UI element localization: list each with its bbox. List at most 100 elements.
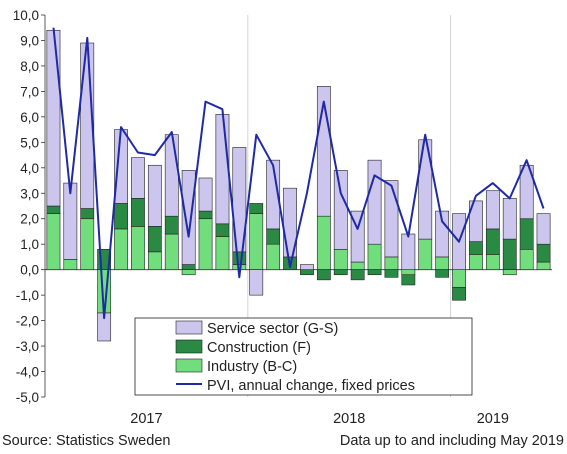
y-tick-label-10: 5,0	[20, 135, 39, 150]
bar-service-29	[536, 213, 551, 245]
y-tick-label-14: 9,0	[20, 33, 39, 48]
bar-industry-21	[401, 269, 416, 276]
bar-service-27	[502, 198, 517, 240]
bar-industry-12	[249, 213, 264, 270]
bar-construction-21	[401, 274, 416, 286]
x-year-label-2017: 2017	[130, 411, 162, 427]
bar-service-19	[367, 159, 382, 245]
data-range-note: Data up to and including May 2019	[339, 433, 564, 449]
bar-construction-27	[502, 238, 517, 270]
bar-service-23	[435, 210, 450, 258]
bar-industry-26	[485, 254, 500, 270]
y-tick-label-15: 10,0	[13, 8, 39, 23]
bar-construction-29	[536, 243, 551, 263]
bar-service-28	[519, 164, 534, 220]
y-tick-label-4: -1,0	[16, 288, 39, 303]
bar-construction-28	[519, 218, 534, 250]
bar-industry-2	[80, 218, 95, 270]
bar-service-6	[147, 164, 162, 227]
bar-service-11	[232, 147, 247, 253]
y-tick-label-7: 2,0	[20, 212, 39, 227]
bar-construction-12	[249, 203, 264, 214]
bar-industry-18	[350, 261, 365, 270]
bar-industry-24	[452, 269, 466, 288]
bar-service-26	[485, 190, 500, 230]
bar-industry-0	[46, 213, 61, 270]
bar-industry-4	[114, 228, 128, 270]
bar-service-7	[164, 134, 179, 217]
bar-service-21	[401, 233, 416, 270]
legend-swatch-industry	[175, 358, 203, 373]
bar-construction-8	[181, 264, 196, 270]
bar-industry-6	[147, 251, 162, 270]
bar-industry-16	[316, 215, 331, 270]
bar-service-0	[46, 29, 61, 207]
bar-construction-0	[46, 205, 61, 214]
bar-construction-25	[469, 241, 483, 255]
pvi-stacked-bar-chart: -5,0 -4,0 -3,0 -2,0 -1,0 0,0 1,0 2,0 3,0 4,0 5,0 6,…	[13, 8, 552, 427]
x-year-label-2019: 2019	[477, 411, 509, 427]
bar-service-15	[300, 264, 314, 270]
legend-swatch-service	[175, 320, 203, 335]
bar-construction-16	[316, 269, 331, 281]
bar-construction-19	[367, 269, 382, 276]
bar-service-20	[384, 180, 399, 258]
bar-construction-13	[266, 228, 281, 245]
bar-service-4	[114, 129, 128, 204]
y-tick-label-5: 0,0	[20, 263, 39, 278]
bar-construction-5	[131, 198, 145, 227]
bar-industry-5	[131, 226, 145, 270]
bars-layer	[46, 29, 551, 342]
axis-layer: -5,0 -4,0 -3,0 -2,0 -1,0 0,0 1,0 2,0 3,0 4,0 5,0 6,…	[13, 8, 552, 427]
legend-label-pvi: PVI, annual change, fixed prices	[207, 378, 415, 394]
bar-construction-11	[232, 251, 247, 265]
bar-industry-23	[435, 256, 450, 270]
x-year-label-2018: 2018	[333, 411, 365, 427]
bar-industry-28	[519, 248, 534, 270]
bar-service-17	[333, 170, 348, 250]
y-tick-label-6: 1,0	[20, 237, 39, 252]
bar-industry-7	[164, 233, 179, 270]
bar-service-10	[215, 114, 230, 225]
bar-construction-4	[114, 203, 128, 230]
source-note: Source: Statistics Sweden	[2, 433, 171, 449]
bar-construction-15	[300, 269, 314, 276]
bar-construction-17	[333, 269, 348, 276]
bar-service-12	[249, 269, 264, 296]
bar-industry-25	[469, 254, 483, 270]
y-tick-label-1: -4,0	[16, 365, 39, 380]
legend: Service sector (G-S) Construction (F) In…	[134, 317, 473, 396]
legend-label-construction: Construction (F)	[207, 340, 311, 356]
bar-construction-26	[485, 228, 500, 255]
bar-industry-17	[333, 248, 348, 270]
y-tick-label-12: 7,0	[20, 84, 39, 99]
bar-construction-23	[435, 269, 450, 278]
y-tick-label-8: 3,0	[20, 186, 39, 201]
y-tick-label-11: 6,0	[20, 110, 39, 125]
bar-industry-19	[367, 243, 382, 270]
bar-industry-22	[418, 238, 433, 270]
bar-industry-20	[384, 256, 399, 270]
bar-service-1	[63, 182, 78, 260]
bar-industry-1	[63, 259, 78, 270]
bar-service-13	[266, 159, 281, 230]
y-tick-label-9: 4,0	[20, 161, 39, 176]
bar-industry-27	[502, 269, 517, 276]
bar-construction-9	[198, 210, 213, 220]
bar-industry-10	[215, 236, 230, 270]
legend-label-service: Service sector (G-S)	[207, 321, 338, 337]
bar-industry-13	[266, 243, 281, 270]
bar-industry-9	[198, 218, 213, 270]
bar-industry-8	[181, 269, 196, 276]
bar-construction-10	[215, 223, 230, 237]
bar-construction-6	[147, 226, 162, 253]
y-tick-label-3: -2,0	[16, 314, 39, 329]
bar-construction-24	[452, 287, 466, 301]
bar-service-8	[181, 170, 196, 265]
bar-service-9	[198, 177, 213, 212]
y-tick-label-0: -5,0	[16, 390, 39, 405]
bar-construction-2	[80, 208, 95, 220]
y-tick-label-2: -3,0	[16, 339, 39, 354]
legend-swatch-construction	[175, 339, 203, 354]
line-layer	[52, 27, 545, 320]
